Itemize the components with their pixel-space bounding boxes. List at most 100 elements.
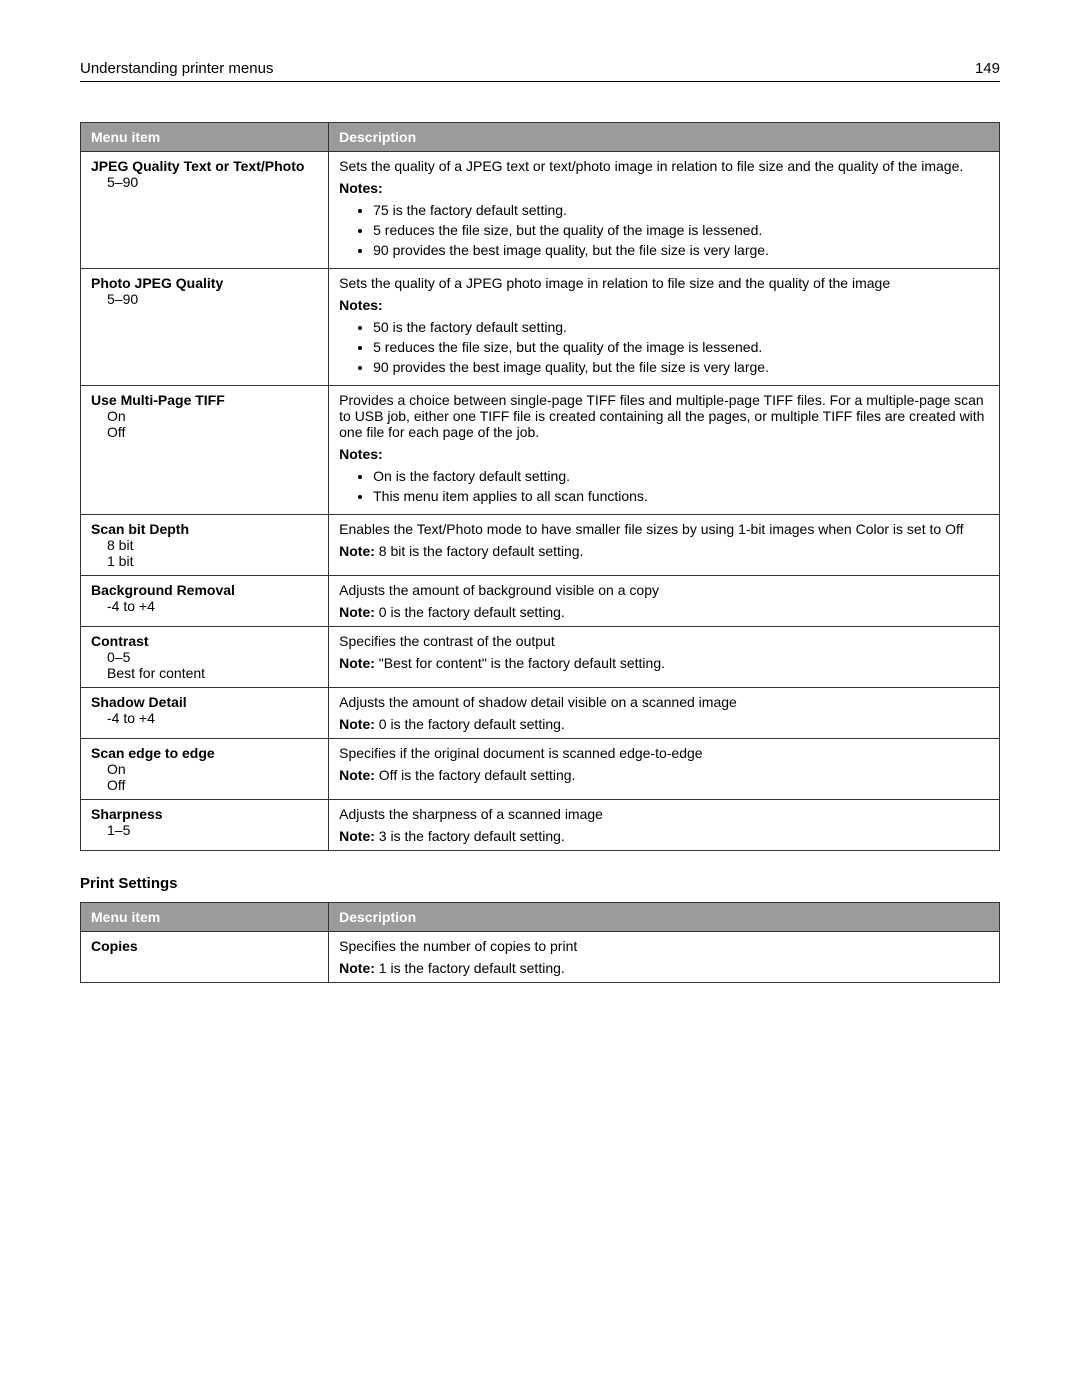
note-line: Note: 0 is the factory default setting. (339, 716, 989, 732)
table-header-row: Menu item Description (81, 123, 1000, 152)
menu-cell: Contrast 0–5 Best for content (81, 627, 329, 688)
settings-table-1: Menu item Description JPEG Quality Text … (80, 122, 1000, 851)
note-bullet: 5 reduces the file size, but the quality… (373, 222, 989, 238)
menu-option: Off (91, 777, 318, 793)
desc-cell: Specifies if the original document is sc… (329, 739, 1000, 800)
note-bullet: 90 provides the best image quality, but … (373, 242, 989, 258)
col-description: Description (329, 903, 1000, 932)
menu-option: 0–5 (91, 649, 318, 665)
menu-option: 1 bit (91, 553, 318, 569)
desc-intro: Adjusts the amount of shadow detail visi… (339, 694, 989, 710)
note-bold: Note: (339, 828, 375, 844)
note-text: 3 is the factory default setting. (375, 828, 565, 844)
menu-title: Sharpness (91, 806, 163, 822)
notes-label: Notes: (339, 180, 989, 196)
menu-option: Best for content (91, 665, 318, 681)
menu-title: Shadow Detail (91, 694, 187, 710)
note-line: Note: 3 is the factory default setting. (339, 828, 989, 844)
menu-cell: Copies (81, 932, 329, 983)
menu-cell: Background Removal ‑4 to +4 (81, 576, 329, 627)
note-line: Note: 1 is the factory default setting. (339, 960, 989, 976)
note-bold: Note: (339, 767, 375, 783)
menu-option: 1–5 (91, 822, 318, 838)
menu-cell: Photo JPEG Quality 5–90 (81, 269, 329, 386)
table-row: Background Removal ‑4 to +4 Adjusts the … (81, 576, 1000, 627)
header-page-number: 149 (975, 60, 1000, 77)
note-line: Note: Off is the factory default setting… (339, 767, 989, 783)
notes-list: 75 is the factory default setting. 5 red… (339, 202, 989, 258)
col-menu-item: Menu item (81, 123, 329, 152)
desc-intro: Adjusts the amount of background visible… (339, 582, 989, 598)
note-bullet: 90 provides the best image quality, but … (373, 359, 989, 375)
notes-list: On is the factory default setting. This … (339, 468, 989, 504)
desc-cell: Adjusts the sharpness of a scanned image… (329, 800, 1000, 851)
page-header: Understanding printer menus 149 (80, 60, 1000, 82)
menu-cell: Scan bit Depth 8 bit 1 bit (81, 515, 329, 576)
desc-cell: Adjusts the amount of shadow detail visi… (329, 688, 1000, 739)
table-header-row: Menu item Description (81, 903, 1000, 932)
menu-option: ‑4 to +4 (91, 598, 318, 614)
table-row: Contrast 0–5 Best for content Specifies … (81, 627, 1000, 688)
col-description: Description (329, 123, 1000, 152)
desc-intro: Sets the quality of a JPEG photo image i… (339, 275, 989, 291)
table-row: Scan edge to edge On Off Specifies if th… (81, 739, 1000, 800)
note-line: Note: 8 bit is the factory default setti… (339, 543, 989, 559)
table-row: JPEG Quality Text or Text/Photo 5–90 Set… (81, 152, 1000, 269)
desc-intro: Specifies the contrast of the output (339, 633, 989, 649)
menu-title: Copies (91, 938, 138, 954)
note-bullet: 75 is the factory default setting. (373, 202, 989, 218)
note-line: Note: 0 is the factory default setting. (339, 604, 989, 620)
menu-option: Off (91, 424, 318, 440)
table-row: Scan bit Depth 8 bit 1 bit Enables the T… (81, 515, 1000, 576)
table-row: Sharpness 1–5 Adjusts the sharpness of a… (81, 800, 1000, 851)
note-text: 1 is the factory default setting. (375, 960, 565, 976)
menu-title: Scan bit Depth (91, 521, 189, 537)
menu-cell: Use Multi‑Page TIFF On Off (81, 386, 329, 515)
note-text: 0 is the factory default setting. (375, 604, 565, 620)
menu-cell: JPEG Quality Text or Text/Photo 5–90 (81, 152, 329, 269)
note-bullet: This menu item applies to all scan funct… (373, 488, 989, 504)
desc-cell: Sets the quality of a JPEG text or text/… (329, 152, 1000, 269)
note-bold: Note: (339, 716, 375, 732)
desc-intro: Sets the quality of a JPEG text or text/… (339, 158, 989, 174)
desc-intro: Specifies if the original document is sc… (339, 745, 989, 761)
section-title-print-settings: Print Settings (80, 875, 1000, 892)
table-row: Use Multi‑Page TIFF On Off Provides a ch… (81, 386, 1000, 515)
menu-cell: Shadow Detail ‑4 to +4 (81, 688, 329, 739)
desc-cell: Specifies the number of copies to print … (329, 932, 1000, 983)
menu-option: On (91, 408, 318, 424)
menu-cell: Sharpness 1–5 (81, 800, 329, 851)
table-row: Photo JPEG Quality 5–90 Sets the quality… (81, 269, 1000, 386)
note-bullet: 50 is the factory default setting. (373, 319, 989, 335)
menu-title: Background Removal (91, 582, 235, 598)
table-row: Copies Specifies the number of copies to… (81, 932, 1000, 983)
table-row: Shadow Detail ‑4 to +4 Adjusts the amoun… (81, 688, 1000, 739)
menu-title: Use Multi‑Page TIFF (91, 392, 225, 408)
note-text: "Best for content" is the factory defaul… (375, 655, 665, 671)
desc-intro: Enables the Text/Photo mode to have smal… (339, 521, 989, 537)
notes-label: Notes: (339, 297, 989, 313)
menu-option: ‑4 to +4 (91, 710, 318, 726)
settings-table-2: Menu item Description Copies Specifies t… (80, 902, 1000, 983)
note-line: Note: "Best for content" is the factory … (339, 655, 989, 671)
menu-title: Contrast (91, 633, 149, 649)
note-bold: Note: (339, 543, 375, 559)
note-text: 0 is the factory default setting. (375, 716, 565, 732)
note-text: 8 bit is the factory default setting. (375, 543, 584, 559)
menu-option: 8 bit (91, 537, 318, 553)
menu-title: Photo JPEG Quality (91, 275, 223, 291)
desc-cell: Enables the Text/Photo mode to have smal… (329, 515, 1000, 576)
menu-option: 5–90 (91, 174, 318, 190)
menu-cell: Scan edge to edge On Off (81, 739, 329, 800)
desc-cell: Sets the quality of a JPEG photo image i… (329, 269, 1000, 386)
notes-label: Notes: (339, 446, 989, 462)
note-bullet: On is the factory default setting. (373, 468, 989, 484)
header-title: Understanding printer menus (80, 60, 273, 77)
note-bold: Note: (339, 604, 375, 620)
menu-option: On (91, 761, 318, 777)
notes-list: 50 is the factory default setting. 5 red… (339, 319, 989, 375)
desc-cell: Adjusts the amount of background visible… (329, 576, 1000, 627)
menu-option: 5–90 (91, 291, 318, 307)
desc-intro: Specifies the number of copies to print (339, 938, 989, 954)
note-bullet: 5 reduces the file size, but the quality… (373, 339, 989, 355)
